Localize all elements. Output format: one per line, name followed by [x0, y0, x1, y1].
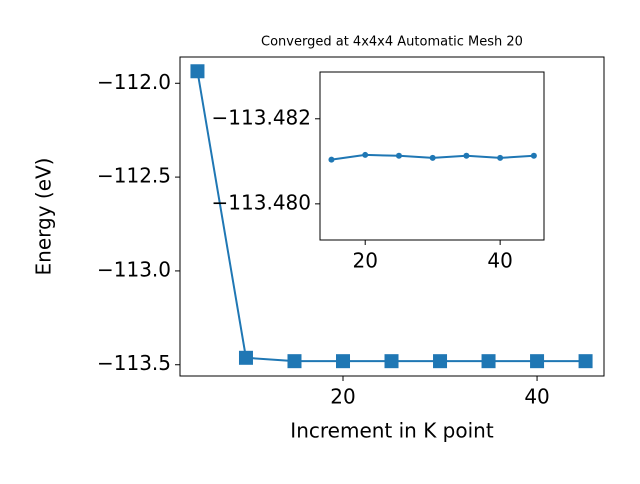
marker — [190, 64, 205, 79]
marker — [384, 354, 399, 369]
y-tick-label: −112.5 — [97, 164, 171, 188]
marker — [429, 154, 436, 161]
y-tick-label: −112.0 — [97, 70, 171, 94]
y-tick-label: −113.0 — [97, 257, 171, 281]
x-tick-label: 40 — [487, 249, 512, 273]
y-axis-label: Energy (eV) — [32, 158, 56, 276]
marker — [578, 354, 593, 369]
x-tick-label: 40 — [524, 385, 549, 409]
chart-title: Converged at 4x4x4 Automatic Mesh 20 — [261, 35, 523, 50]
y-tick-label: −113.482 — [212, 105, 311, 129]
x-tick-label: 20 — [330, 385, 355, 409]
x-tick-label: 20 — [352, 249, 377, 273]
marker — [287, 354, 302, 369]
marker — [238, 350, 253, 365]
marker — [481, 354, 496, 369]
marker — [362, 151, 369, 158]
marker — [395, 152, 402, 159]
marker — [336, 354, 351, 369]
marker — [433, 354, 448, 369]
marker — [328, 156, 335, 163]
plot-frame — [319, 71, 545, 241]
y-tick-label: −113.480 — [212, 190, 311, 214]
marker — [530, 152, 537, 159]
y-tick-label: −113.5 — [97, 351, 171, 375]
plot-frame — [179, 56, 605, 377]
marker — [463, 152, 470, 159]
x-axis-label: Increment in K point — [290, 419, 494, 443]
marker — [530, 354, 545, 369]
marker — [497, 154, 504, 161]
